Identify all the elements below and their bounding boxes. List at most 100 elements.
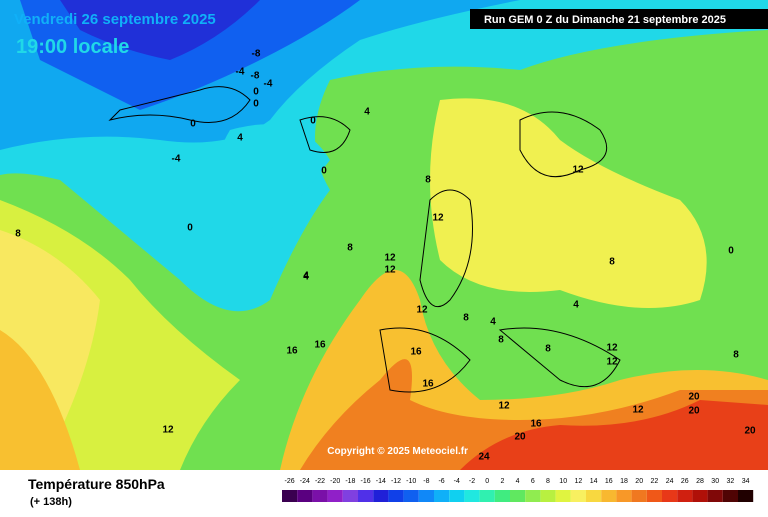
copyright: Copyright © 2025 Meteociel.fr [327, 446, 468, 457]
isotherm-label: 12 [416, 305, 428, 316]
colorbar-swatch [525, 490, 541, 502]
colorbar-swatch [692, 490, 708, 502]
isotherm-label: 16 [530, 419, 542, 430]
isotherm-label: 8 [425, 175, 431, 186]
colorbar-label: -4 [454, 478, 460, 485]
hot-west [0, 330, 80, 470]
isotherm-label: 20 [744, 426, 756, 437]
isotherm-label: 4 [303, 271, 309, 282]
colorbar-label: -2 [469, 478, 475, 485]
colorbar-label: 28 [696, 478, 704, 485]
cold-tongue [217, 124, 330, 301]
colorbar-swatch [373, 490, 389, 502]
colorbar-label: 18 [620, 478, 628, 485]
colorbar: -26 -24 -22 -20 -18 -16 -14 -12 -10 -8 -6 -4 -2 0 2 4 6 8… [282, 478, 754, 502]
colorbar-label: -24 [300, 478, 310, 485]
colorbar-swatch [388, 490, 404, 502]
time: 19:00 locale [16, 36, 129, 58]
colorbar-label: 30 [711, 478, 719, 485]
run: Run GEM 0 Z du Dimanche 21 septembre 202… [484, 14, 726, 26]
isotherm-label: 4 [364, 107, 370, 118]
isotherm-label: -4 [172, 154, 181, 165]
colorbar-swatch [464, 490, 480, 502]
colorbar-label: -8 [423, 478, 429, 485]
colorbar-label: -20 [330, 478, 340, 485]
isotherm-label: 20 [688, 406, 700, 417]
colorbar-label: -18 [345, 478, 355, 485]
colorbar-swatch [722, 490, 738, 502]
isotherm-label: 12 [606, 343, 618, 354]
land-outlines [379, 189, 621, 393]
isotherm-label: 20 [688, 392, 700, 403]
isotherm-label: -4 [264, 79, 273, 90]
legend-title: Température 850hPa [28, 476, 165, 492]
colorbar-label: 24 [666, 478, 674, 485]
isotherm-label: 16 [286, 346, 298, 357]
colorbar-label: 4 [516, 478, 520, 485]
colorbar-swatch [601, 490, 617, 502]
colorbar-swatch [738, 490, 754, 502]
legend-lead: (+ 138h) [30, 496, 72, 508]
isotherm-label: 16 [422, 379, 434, 390]
colorbar-label: 12 [575, 478, 583, 485]
isotherm-label: 0 [728, 246, 734, 257]
colorbar-label: 32 [727, 478, 735, 485]
isotherm-label: 0 [321, 166, 327, 177]
isotherm-label: 12 [162, 425, 174, 436]
colorbar-label: -14 [376, 478, 386, 485]
colorbar-swatch [479, 490, 495, 502]
isotherm-label: 8 [545, 344, 551, 355]
colorbar-swatch [646, 490, 662, 502]
colorbar-swatch [312, 490, 328, 502]
coastlines [108, 86, 608, 178]
isotherm-label: 24 [478, 452, 490, 463]
isotherm-label: 12 [606, 357, 618, 368]
colorbar-label: 20 [635, 478, 643, 485]
isotherm-label: 0 [310, 116, 316, 127]
date: Vendredi 26 septembre 2025 [14, 11, 216, 28]
isotherm-label: 8 [609, 257, 615, 268]
isotherm-label: 12 [572, 165, 584, 176]
colorbar-swatch [358, 490, 374, 502]
colorbar-swatch [677, 490, 693, 502]
isotherm-label: 8 [463, 313, 469, 324]
warm-north [430, 98, 707, 308]
colorbar-swatch [327, 490, 343, 502]
colorbar-swatch [707, 490, 723, 502]
colorbar-swatch [555, 490, 571, 502]
colorbar-swatch [434, 490, 450, 502]
colorbar-swatch [662, 490, 678, 502]
isotherm-label: 12 [632, 405, 644, 416]
isotherm-label: 8 [733, 350, 739, 361]
colorbar-label: -16 [361, 478, 371, 485]
colorbar-swatch [510, 490, 526, 502]
isotherm-label: -8 [252, 49, 261, 60]
isotherm-label: 12 [498, 401, 510, 412]
isotherm-label: 8 [498, 335, 504, 346]
colorbar-swatch [403, 490, 419, 502]
isotherm-label: 16 [314, 340, 326, 351]
isotherm-label: 4 [490, 317, 496, 328]
run-box [470, 9, 768, 29]
isotherm-label: 0 [190, 119, 196, 130]
isotherm-label: -4 [236, 67, 245, 78]
core-zone [60, 0, 260, 60]
colorbar-label: 2 [500, 478, 504, 485]
isotherm-label: 4 [573, 300, 579, 311]
map: Copyright © 2025 Meteociel.fr [0, 0, 768, 470]
colorbar-swatch [297, 490, 313, 502]
colorbar-label: -12 [391, 478, 401, 485]
colorbar-label: 26 [681, 478, 689, 485]
isotherm-label: 0 [253, 87, 259, 98]
colorbar-label: -6 [438, 478, 444, 485]
colorbar-swatch [631, 490, 647, 502]
colorbar-label: -26 [285, 478, 295, 485]
isotherm-label: 20 [514, 432, 526, 443]
colorbar-label: 34 [742, 478, 750, 485]
colorbar-label: 8 [546, 478, 550, 485]
isotherm-label: 0 [253, 99, 259, 110]
isotherm-label: 4 [303, 272, 309, 283]
isotherm-label: 12 [432, 213, 444, 224]
colorbar-label: -10 [406, 478, 416, 485]
